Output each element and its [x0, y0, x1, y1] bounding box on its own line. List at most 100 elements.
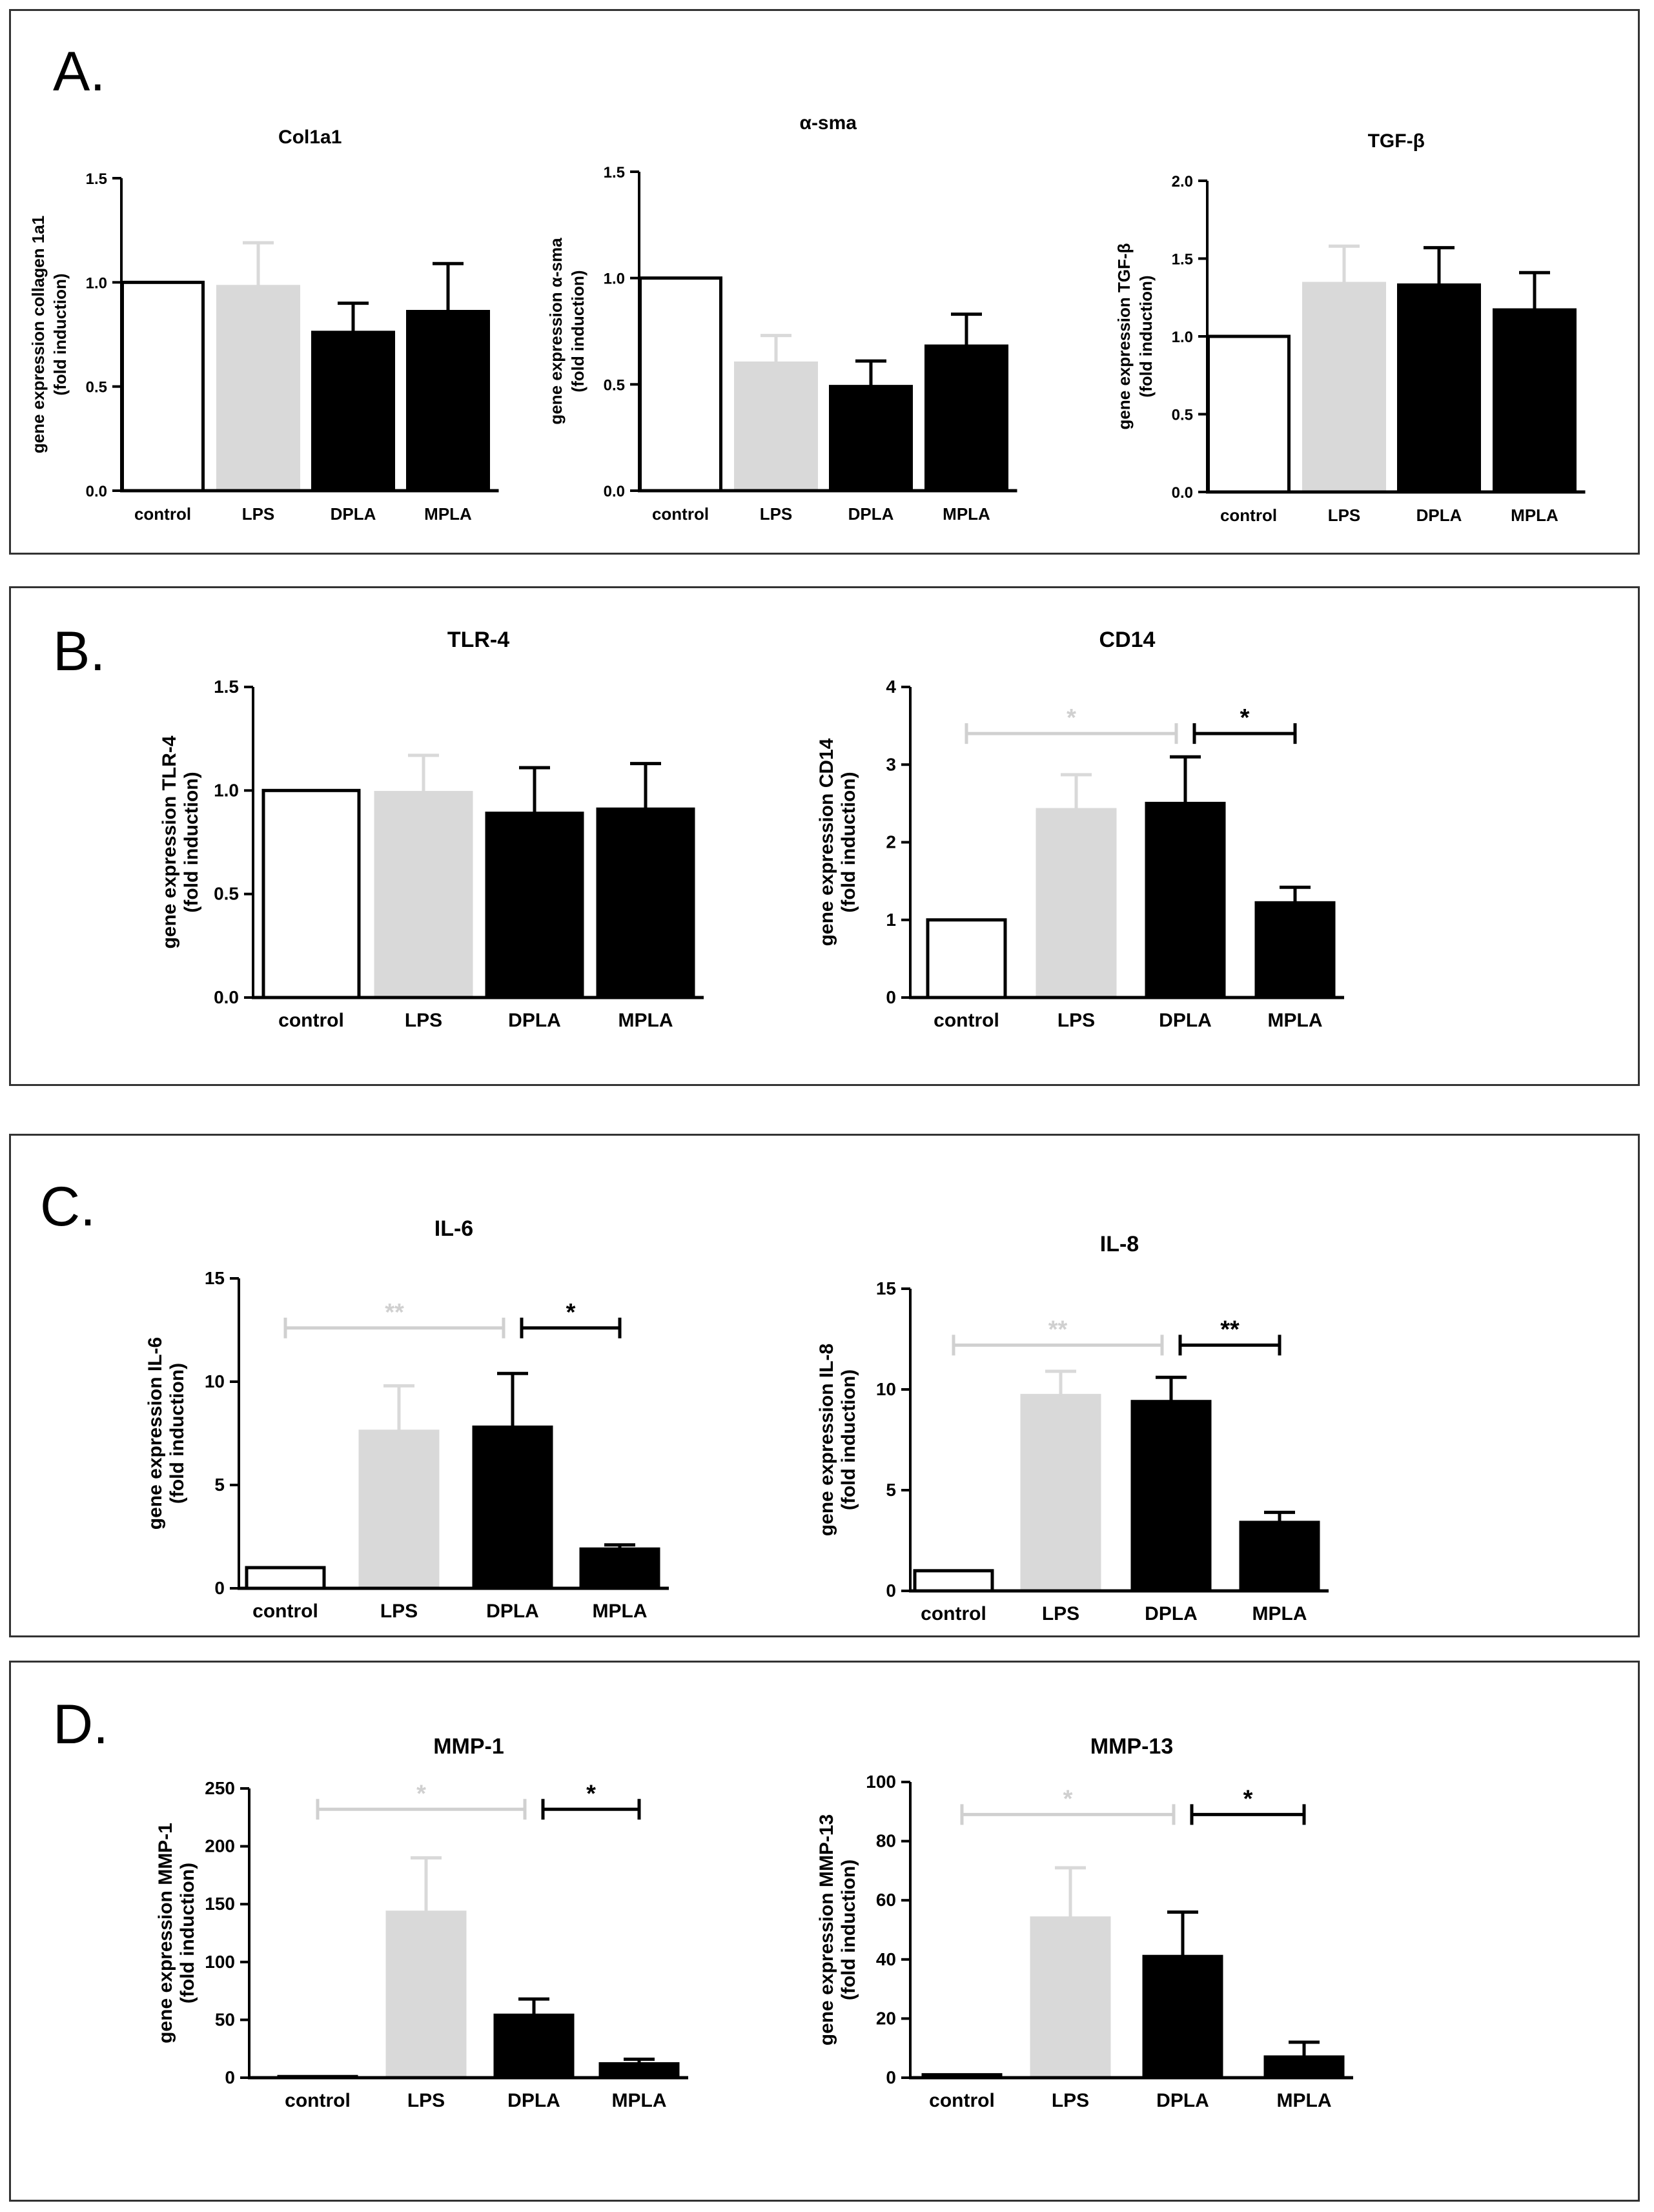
bar-lps	[1036, 808, 1117, 999]
bar-dpla	[311, 331, 395, 493]
y-axis-label: gene expression MMP-13	[816, 1814, 837, 2045]
bar-dpla	[472, 1425, 553, 1590]
x-tick-label: MPLA	[943, 504, 990, 524]
chart-4: CD14 gene expression CD14 (fold induction)…	[816, 628, 1344, 1031]
bar-mpla	[579, 1547, 660, 1590]
significance-stars: *	[566, 1299, 576, 1326]
bar-mpla	[596, 807, 695, 999]
x-tick-label: control	[285, 2090, 351, 2111]
y-tick-label: 10	[876, 1379, 896, 1399]
x-tick-label: DPLA	[848, 504, 894, 524]
x-tick-label: LPS	[405, 1010, 442, 1031]
bar-lps	[216, 285, 300, 493]
bar-mpla	[598, 2062, 680, 2080]
x-tick-label: MPLA	[424, 504, 472, 524]
y-tick-label: 15	[205, 1268, 225, 1288]
y-axis-label: gene expression MMP-1	[155, 1823, 176, 2043]
bar-control	[913, 1569, 994, 1593]
y-axis-label: gene expression collagen 1a1	[28, 216, 48, 454]
y-tick-label: 5	[886, 1480, 896, 1500]
x-tick-label: MPLA	[1252, 1603, 1307, 1624]
chart-title: IL-8	[1100, 1232, 1139, 1256]
x-tick-label: LPS	[407, 2090, 445, 2111]
chart-7: MMP-1 gene expression MMP-1 (fold inductio…	[155, 1734, 688, 2111]
x-tick-label: DPLA	[331, 504, 376, 524]
y-axis-label: (fold induction)	[838, 1859, 859, 2000]
y-tick-label: 0.0	[86, 483, 107, 500]
x-tick-label: LPS	[1042, 1603, 1079, 1624]
bar-dpla	[1130, 1400, 1212, 1593]
y-axis-label: gene expression TLR-4	[159, 735, 180, 948]
y-tick-label: 1.0	[86, 274, 107, 292]
bar-dpla	[1145, 801, 1226, 999]
bar-control	[121, 280, 205, 493]
bar-mpla	[1493, 308, 1577, 494]
y-tick-label: 1.5	[214, 677, 239, 697]
x-tick-label: control	[929, 2090, 995, 2111]
y-axis-label: gene expression TGF-β	[1114, 243, 1134, 430]
chart-8: MMP-13 gene expression MMP-13 (fold induct…	[816, 1734, 1353, 2111]
y-axis-label: (fold induction)	[167, 1363, 188, 1504]
chart-title: CD14	[1099, 628, 1156, 652]
bar-mpla	[1254, 901, 1336, 999]
bar-mpla	[406, 310, 490, 493]
x-tick-label: LPS	[760, 504, 793, 524]
x-tick-label: LPS	[1057, 1010, 1095, 1031]
y-tick-label: 2.0	[1172, 173, 1193, 190]
panel-d	[9, 1661, 1640, 2202]
y-tick-label: 0	[214, 1578, 225, 1598]
bar-lps	[374, 791, 473, 999]
y-tick-label: 1.0	[604, 271, 625, 288]
chart-title: MMP-13	[1090, 1734, 1173, 1759]
bar-lps	[1020, 1393, 1101, 1593]
y-axis-label: (fold induction)	[568, 270, 587, 392]
y-tick-label: 150	[205, 1894, 235, 1914]
y-tick-label: 5	[214, 1475, 225, 1495]
y-tick-label: 1.5	[1172, 251, 1193, 269]
y-axis-label: (fold induction)	[177, 1863, 198, 2003]
bar-lps	[1030, 1916, 1111, 2080]
y-axis-label: gene expression CD14	[816, 738, 837, 946]
y-tick-label: 0	[886, 2067, 896, 2087]
bar-mpla	[924, 344, 1008, 493]
panel-c	[9, 1134, 1640, 1637]
significance-stars: *	[586, 1780, 596, 1807]
y-tick-label: 0.5	[604, 376, 625, 394]
bar-lps	[1302, 282, 1386, 494]
bar-dpla	[493, 2013, 575, 2080]
bar-control	[1207, 334, 1291, 494]
y-axis-label: gene expression IL-8	[816, 1344, 837, 1536]
y-tick-label: 200	[205, 1836, 235, 1856]
x-tick-label: DPLA	[508, 1010, 561, 1031]
x-tick-label: LPS	[380, 1601, 418, 1622]
bar-control	[261, 788, 361, 999]
bar-mpla	[1239, 1521, 1320, 1593]
y-tick-label: 0.0	[604, 483, 625, 500]
chart-0: Col1a1 gene expression collagen 1a1 (fold …	[28, 127, 499, 524]
y-tick-label: 0.5	[86, 379, 107, 396]
chart-2: TGF-β gene expression TGF-β (fold inductio…	[1114, 130, 1586, 525]
x-tick-label: DPLA	[1145, 1603, 1198, 1624]
y-tick-label: 50	[215, 2009, 235, 2029]
y-tick-label: 15	[876, 1278, 896, 1298]
y-tick-label: 100	[866, 1772, 896, 1792]
y-tick-label: 0.5	[214, 884, 239, 904]
x-tick-label: DPLA	[486, 1601, 539, 1622]
x-tick-label: LPS	[1052, 2090, 1089, 2111]
y-tick-label: 1.0	[214, 780, 239, 800]
y-tick-label: 0.0	[1172, 484, 1193, 502]
x-tick-label: control	[1220, 506, 1277, 525]
x-tick-label: MPLA	[1268, 1010, 1323, 1031]
y-tick-label: 2	[886, 832, 896, 852]
x-tick-label: control	[278, 1010, 344, 1031]
significance-stars: *	[1243, 1785, 1253, 1812]
bar-lps	[358, 1429, 440, 1590]
x-tick-label: DPLA	[1416, 506, 1462, 525]
x-tick-label: control	[134, 504, 191, 524]
panel-label-d: D.	[53, 1694, 108, 1756]
y-axis-label: (fold induction)	[1136, 275, 1156, 397]
bar-dpla	[829, 385, 913, 493]
x-tick-label: LPS	[1328, 506, 1361, 525]
y-tick-label: 40	[876, 1949, 896, 1969]
